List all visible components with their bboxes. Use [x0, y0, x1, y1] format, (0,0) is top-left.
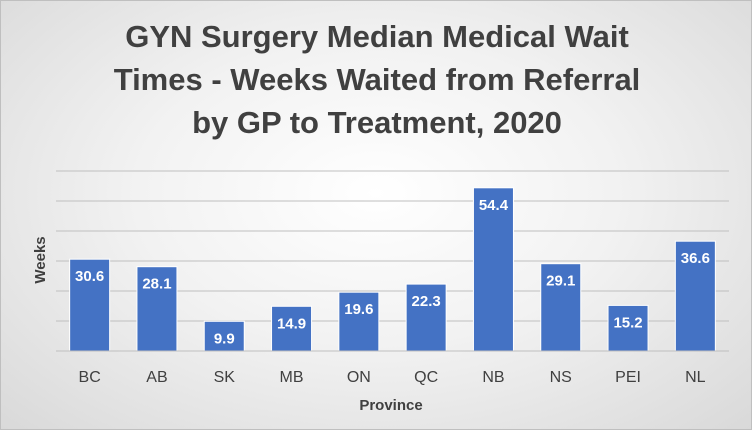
- x-tick-label-ns: NS: [550, 369, 572, 386]
- data-label-pei: 15.2: [613, 314, 642, 331]
- bar-pei: [607, 304, 649, 352]
- x-axis-title: Province: [359, 397, 422, 414]
- data-label-qc: 22.3: [412, 293, 441, 310]
- chart-title-line-2: Times - Weeks Waited from Referral: [113, 62, 641, 97]
- data-label-sk: 9.9: [214, 330, 235, 347]
- data-label-nb: 54.4: [479, 197, 509, 214]
- x-tick-label-nl: NL: [685, 369, 706, 386]
- x-axis-tick-labels: BC AB SK MB ON QC NB NS PEI NL: [79, 369, 706, 386]
- x-tick-label-sk: SK: [214, 369, 236, 386]
- x-tick-label-qc: QC: [414, 369, 438, 386]
- x-tick-label-nb: NB: [482, 369, 504, 386]
- x-tick-label-mb: MB: [280, 369, 304, 386]
- x-tick-label-pei: PEI: [615, 369, 641, 386]
- data-label-on: 19.6: [344, 301, 373, 318]
- data-label-mb: 14.9: [277, 315, 306, 332]
- bar-sk: [203, 320, 245, 352]
- bar-nl: [674, 240, 716, 352]
- chart-title-line-1: GYN Surgery Median Medical Wait: [125, 19, 629, 54]
- chart-title-line-3: by GP to Treatment, 2020: [192, 105, 562, 140]
- data-label-ab: 28.1: [142, 276, 171, 293]
- bar-nb: [472, 187, 514, 352]
- bar-bc: [69, 258, 111, 352]
- data-label-ns: 29.1: [546, 273, 575, 290]
- data-labels: 30.6 28.1 9.9 14.9 19.6 22.3 54.4 29.1 15.2 36.6: [75, 197, 710, 347]
- data-label-bc: 30.6: [75, 268, 104, 285]
- x-tick-label-ab: AB: [146, 369, 167, 386]
- y-axis-title: Weeks: [32, 236, 49, 283]
- x-tick-label-bc: BC: [79, 369, 101, 386]
- bar-ab: [136, 266, 178, 352]
- bar-series: [69, 187, 716, 352]
- bar-ns: [540, 263, 582, 352]
- chart-title: GYN Surgery Median Medical Wait Times - …: [1, 15, 752, 144]
- x-tick-label-on: ON: [347, 369, 371, 386]
- data-label-nl: 36.6: [681, 250, 710, 267]
- bar-mb: [271, 305, 313, 352]
